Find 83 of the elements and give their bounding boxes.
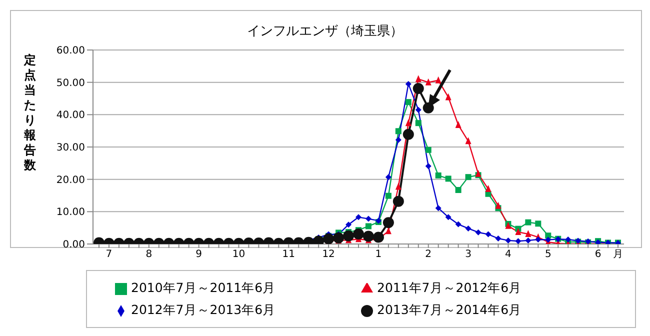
x-tick-label: 4 — [505, 249, 512, 260]
x-tick-label: 2 — [425, 249, 432, 260]
point — [346, 222, 352, 228]
point — [405, 119, 412, 126]
point — [455, 121, 462, 128]
point — [495, 236, 502, 242]
point — [392, 196, 404, 207]
x-tick-label: 月 — [613, 249, 623, 260]
y-tick-label: 60.00 — [56, 46, 85, 57]
x-tick-label: 10 — [232, 249, 246, 260]
x-tick-label: 7 — [106, 249, 112, 260]
point — [495, 202, 502, 209]
point — [412, 82, 424, 94]
y-tick-label: 40.00 — [56, 110, 85, 122]
point — [545, 232, 552, 239]
point — [435, 172, 442, 178]
point — [445, 93, 452, 100]
legend-label: 2010年7月～2011年6月 — [131, 279, 277, 297]
point — [535, 236, 542, 242]
y-axis-title: 定点当たり報告数 — [23, 53, 37, 172]
point — [425, 163, 432, 170]
y-tick-label: 20.00 — [56, 174, 85, 186]
point — [475, 229, 482, 236]
point — [362, 230, 374, 242]
point — [385, 227, 392, 234]
point — [445, 214, 452, 220]
point — [425, 146, 432, 153]
point — [402, 128, 414, 140]
point — [565, 236, 572, 242]
point — [395, 128, 402, 134]
point — [485, 231, 492, 238]
point — [445, 176, 452, 182]
y-tick-label: 30.00 — [56, 142, 85, 154]
point — [415, 75, 422, 82]
point — [425, 78, 432, 86]
x-tick-label: 8 — [146, 249, 152, 260]
point — [465, 174, 472, 180]
point — [343, 230, 354, 242]
point — [525, 237, 532, 244]
x-tick-label: 3 — [465, 249, 472, 260]
point — [525, 230, 532, 237]
point — [455, 221, 462, 228]
point — [333, 232, 344, 244]
point — [415, 120, 422, 126]
x-tick-label: 12 — [322, 249, 335, 260]
point — [323, 233, 334, 244]
x-tick-label: 1 — [375, 249, 382, 260]
legend-label: 2011年7月～2012年6月 — [377, 279, 523, 297]
point — [382, 217, 394, 228]
point — [356, 214, 362, 220]
y-tick-label: 10.00 — [56, 207, 85, 218]
point — [455, 187, 462, 194]
point — [365, 216, 372, 222]
point — [385, 192, 392, 199]
point — [515, 238, 522, 244]
point — [405, 80, 412, 87]
x-tick-label: 5 — [544, 249, 552, 260]
point — [372, 232, 384, 243]
point — [395, 182, 402, 190]
point — [465, 225, 472, 232]
legend-label: 2013年7月～2014年6月 — [377, 301, 523, 319]
point — [465, 137, 472, 144]
y-tick-label: 0.00 — [62, 240, 85, 251]
point — [525, 219, 532, 226]
point — [435, 76, 442, 84]
point — [535, 220, 542, 227]
point — [385, 174, 392, 180]
point — [435, 205, 442, 212]
x-tick-label: 6 — [594, 249, 602, 260]
x-tick-label: 9 — [196, 249, 202, 260]
point — [353, 228, 364, 240]
x-tick-label: 11 — [282, 249, 295, 260]
legend-label: 2012年7月～2013年6月 — [131, 301, 277, 319]
point — [475, 170, 482, 177]
point — [365, 223, 372, 230]
point — [505, 237, 512, 244]
point — [415, 106, 422, 113]
chart-title: インフルエンザ（埼玉県） — [246, 23, 404, 40]
point — [515, 228, 522, 236]
point — [485, 185, 492, 192]
y-tick-label: 50.00 — [56, 78, 85, 89]
point — [395, 136, 402, 143]
point — [405, 99, 412, 106]
